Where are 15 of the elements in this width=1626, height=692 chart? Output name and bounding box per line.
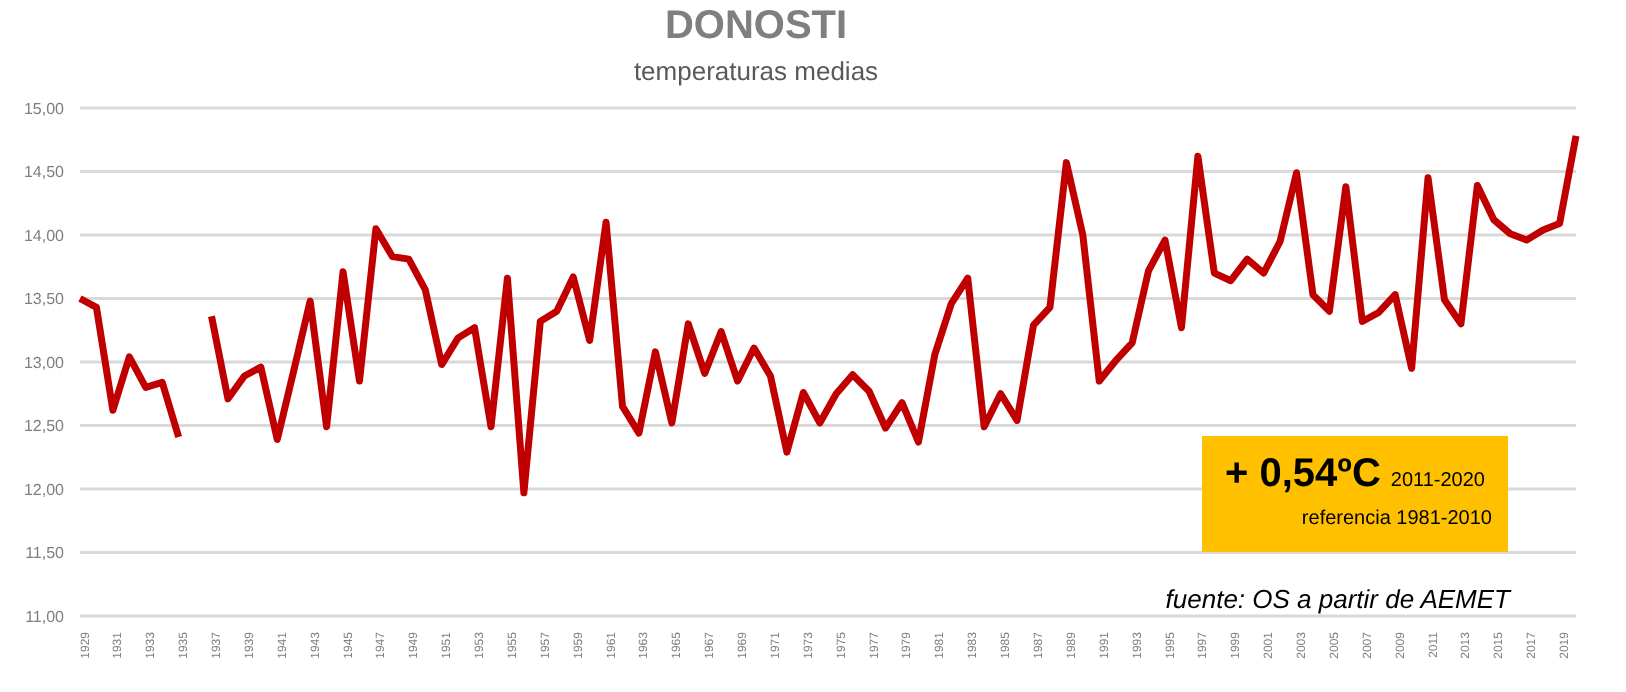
y-tick-label: 11,00 — [25, 607, 66, 626]
y-tick-label: 13,50 — [23, 290, 66, 309]
chart-title: DONOSTI — [662, 4, 850, 50]
annotation: 2011-2020 — [1390, 470, 1485, 492]
chart-subtitle: temperaturas medias — [631, 56, 881, 86]
annotation: referencia 1981-2010 — [1299, 508, 1492, 530]
y-tick-label: 12,00 — [23, 480, 66, 499]
y-tick-label: 13,00 — [23, 353, 66, 372]
y-tick-label: 14,00 — [23, 226, 66, 245]
annotation: fuente: OS a partir de AEMET — [1163, 584, 1510, 614]
y-tick-label: 14,50 — [23, 163, 66, 182]
y-tick-label: 15,00 — [23, 99, 66, 118]
y-tick-label: 12,50 — [23, 417, 66, 436]
y-tick-label: 11,50 — [25, 544, 66, 563]
annotation: + 0,54ºC — [1224, 452, 1381, 496]
